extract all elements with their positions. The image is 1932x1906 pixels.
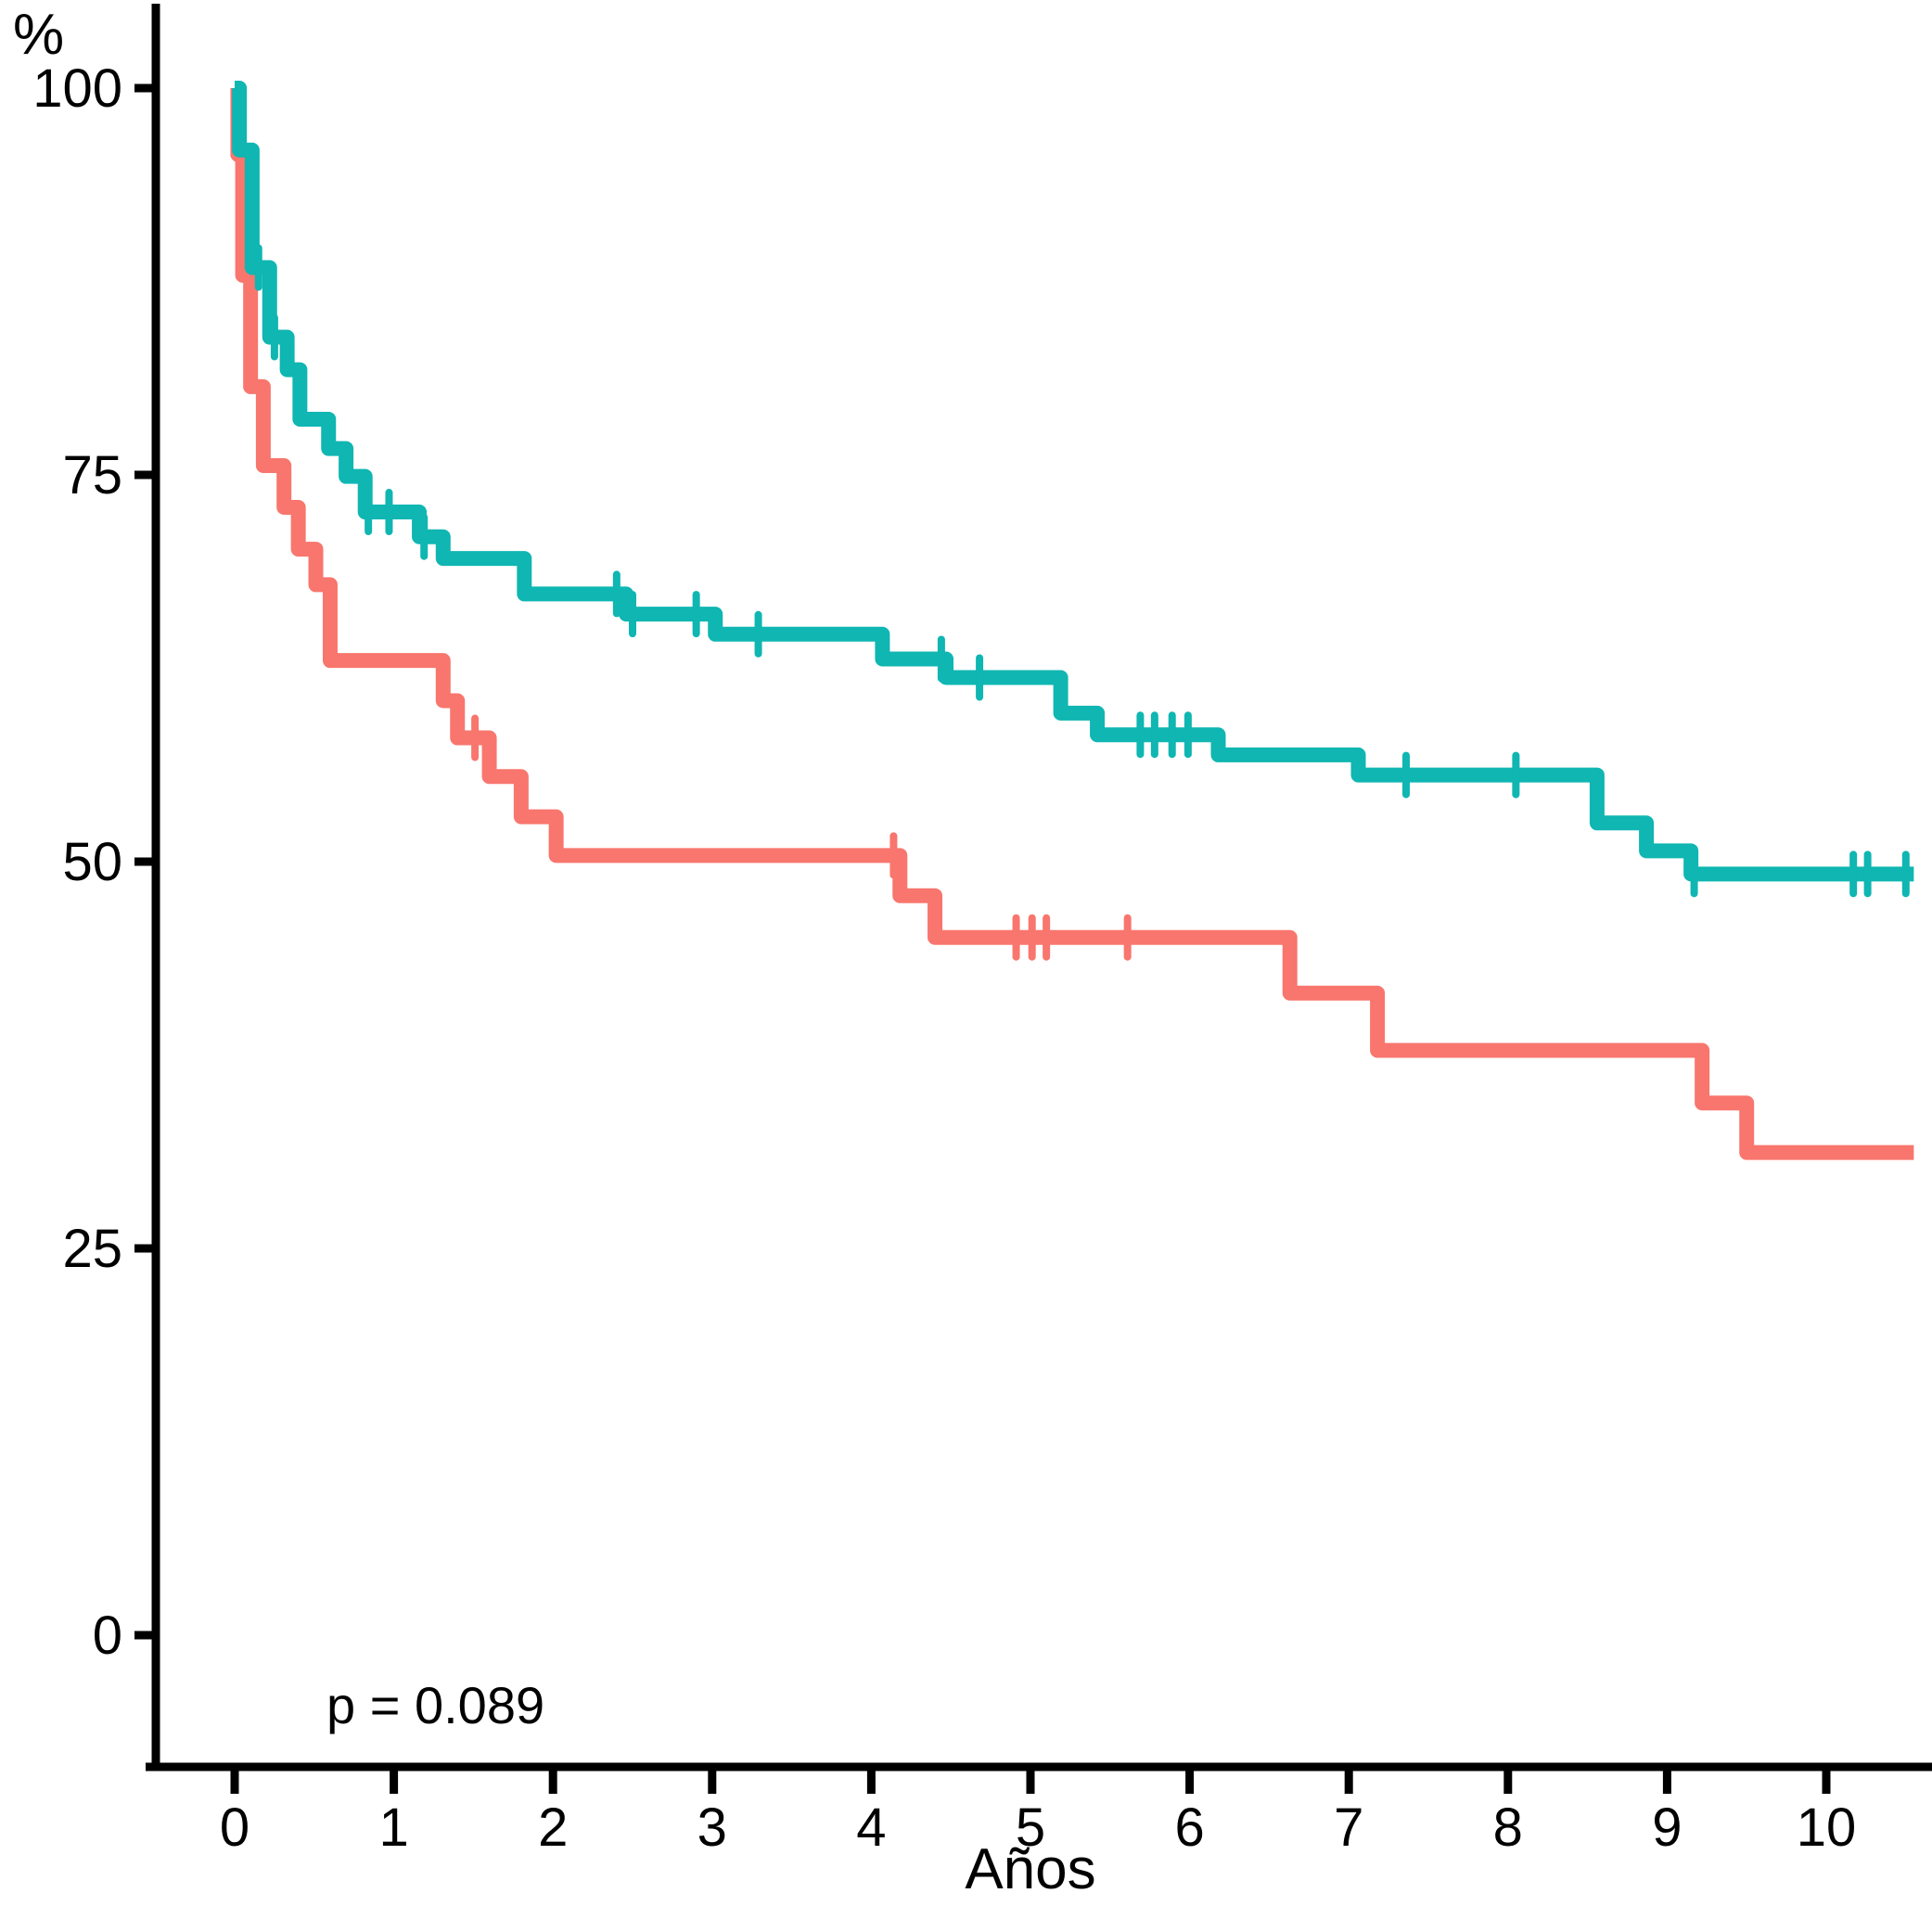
x-tick-label: 4 — [856, 1797, 886, 1858]
p-value-annotation: p = 0.089 — [326, 1676, 544, 1734]
x-tick-label: 9 — [1652, 1797, 1682, 1858]
y-tick-label: 50 — [62, 832, 122, 892]
x-axis-title: Años — [965, 1837, 1095, 1901]
plot-generated-content: 0 25 50 75 100 0 1 2 3 4 5 6 7 8 9 10 — [32, 58, 1914, 1858]
x-tick-label: 10 — [1797, 1797, 1857, 1858]
y-tick-label: 75 — [62, 445, 122, 505]
x-tick-label: 7 — [1334, 1797, 1363, 1858]
x-tick-label: 5 — [1016, 1797, 1045, 1858]
x-tick-label: 6 — [1174, 1797, 1204, 1858]
y-tick-label: 0 — [93, 1605, 122, 1666]
survival-curve-red — [230, 81, 1914, 1160]
survival-curve-teal — [232, 81, 1914, 882]
y-tick-label: 100 — [32, 58, 122, 119]
x-tick-label: 0 — [220, 1797, 249, 1858]
y-tick-label: 25 — [62, 1219, 122, 1279]
x-tick-label: 8 — [1493, 1797, 1523, 1858]
x-tick-label: 3 — [697, 1797, 727, 1858]
y-axis-title: % — [13, 3, 64, 67]
x-tick-label: 1 — [378, 1797, 408, 1858]
x-tick-label: 2 — [538, 1797, 568, 1858]
